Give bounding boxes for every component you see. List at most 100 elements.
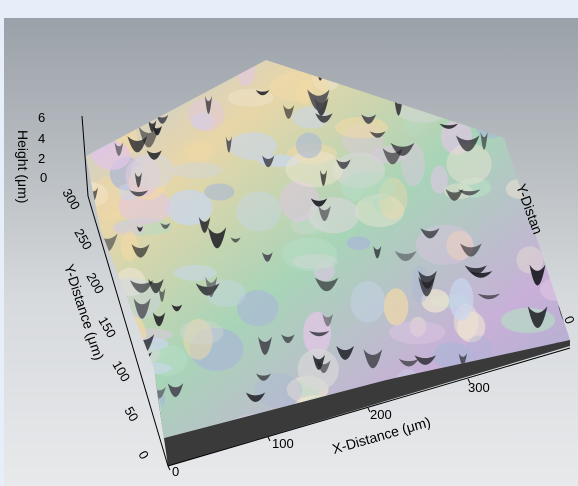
surface-pit [460, 243, 482, 257]
surface-pit [156, 114, 169, 124]
surface-pit [517, 133, 541, 151]
x-axis-line [167, 347, 571, 467]
surface-highlight [514, 150, 532, 167]
surface-pit [414, 355, 436, 365]
surface-highlight [117, 315, 147, 357]
surface-pit [134, 388, 156, 398]
x-tick-label: 100 [272, 436, 294, 451]
surface-pit [562, 413, 570, 429]
surface-highlight [508, 88, 542, 108]
surface-highlight [104, 60, 144, 86]
surface-pit [527, 306, 548, 329]
surface-pit [208, 227, 227, 249]
surface-pit [398, 358, 419, 367]
surface-pit [462, 81, 470, 91]
surface-plot-panel: 0 100 200 300 X-Distance (μm) 0 50 100 1… [4, 18, 578, 486]
surface-pit [500, 393, 520, 407]
surface-highlight [120, 231, 138, 261]
surface-highlight [387, 77, 426, 97]
surface-highlight [333, 152, 385, 189]
surface-base-front [164, 336, 570, 466]
surface-pit [322, 313, 333, 327]
y-axis-line [87, 195, 169, 467]
surface-pit [439, 123, 459, 129]
z-tick-label: 2 [38, 151, 45, 166]
surface-highlight [281, 237, 337, 272]
surface-pit [201, 65, 223, 82]
surface-pit [136, 226, 144, 232]
surface-pit [281, 334, 295, 344]
surface-highlight [545, 388, 570, 407]
surface-pit [480, 131, 488, 150]
surface-pit [477, 293, 501, 300]
surface-highlight [409, 316, 427, 337]
surface-pit [258, 336, 272, 355]
surface-highlight [502, 397, 535, 438]
right-edge-tick-label: 0 [561, 314, 578, 326]
z-axis-title: Height (μm) [15, 130, 31, 203]
x-tick-label: 200 [370, 407, 392, 422]
surface-highlight [401, 142, 425, 187]
surface-highlight [171, 162, 223, 179]
surface-pit [319, 169, 327, 186]
surface-pit [127, 136, 148, 153]
surface-highlight [187, 98, 225, 132]
surface-highlight [237, 290, 279, 327]
surface-highlight [292, 254, 338, 269]
surface-highlight [435, 389, 472, 430]
surface-pit [94, 82, 119, 96]
y-tick-label: 300 [59, 186, 83, 212]
surface-pit [262, 155, 275, 168]
surface-pit [198, 217, 211, 233]
surface-pit [457, 189, 481, 196]
surface-highlight [285, 150, 344, 188]
surface-highlight [346, 236, 371, 250]
surface-highlight [335, 116, 389, 139]
surface-highlight [430, 165, 448, 194]
surface-highlight [130, 153, 175, 189]
surface-highlight [466, 335, 493, 364]
y-tick-label: 0 [135, 448, 152, 462]
surface-highlight [236, 60, 256, 87]
surface-highlight [191, 112, 215, 130]
surface-pit [146, 150, 162, 160]
surface-pit [134, 172, 142, 188]
surface-highlight [125, 60, 174, 83]
surface-highlight [118, 188, 171, 225]
z-tick-label: 0 [40, 170, 47, 185]
surface-pit [129, 280, 154, 293]
z-tick-label: 4 [38, 131, 45, 146]
surface-pit [455, 135, 480, 152]
surface-pit [262, 252, 273, 262]
surface-highlight [534, 82, 570, 97]
surface-pit [132, 118, 141, 127]
surface-pit [336, 345, 354, 360]
surface-highlight [107, 110, 145, 130]
surface-pit [460, 407, 469, 427]
surface-highlight [166, 189, 213, 226]
surface-pit [310, 198, 328, 207]
surface-pit [361, 114, 377, 124]
surface-pit [116, 99, 126, 106]
surface-pit [125, 82, 147, 92]
surface-highlight [254, 373, 303, 408]
surface-highlight [383, 288, 409, 326]
surface-highlight [378, 177, 408, 220]
surface-pit [171, 304, 183, 312]
surface-pit [130, 64, 140, 83]
surface-highlight [139, 60, 193, 81]
surface-highlight [545, 241, 563, 266]
surface-pit [138, 126, 159, 148]
surface-highlight [465, 89, 487, 129]
surface-pit [152, 125, 162, 136]
surface-highlight [446, 143, 492, 185]
surface-pit [148, 120, 157, 133]
surface-pit [524, 362, 532, 376]
surface-pit [390, 142, 415, 156]
surface-highlight [373, 195, 393, 213]
surface-pit [420, 228, 440, 239]
surface-highlight [449, 278, 474, 321]
surface-pit [97, 300, 106, 310]
surface-pit [152, 312, 166, 327]
